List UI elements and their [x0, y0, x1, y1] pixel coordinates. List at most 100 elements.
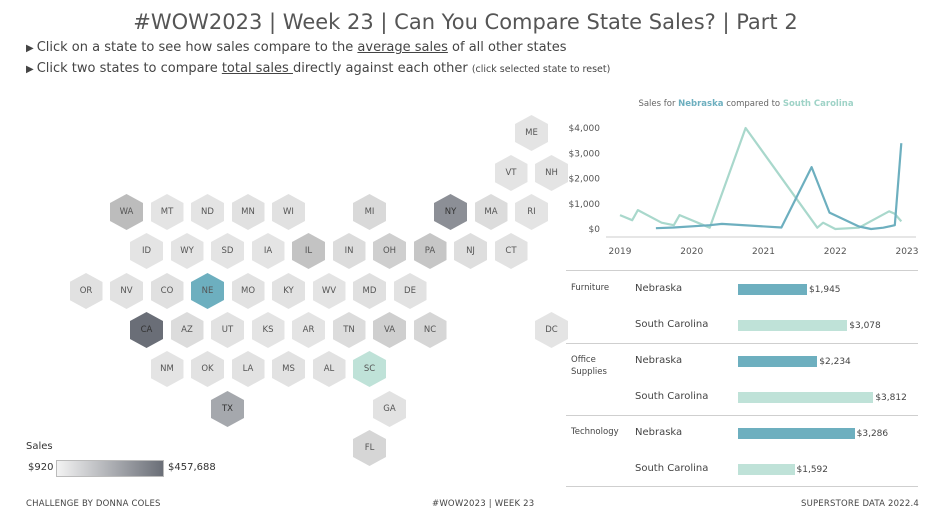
x-tick-label: 2021 [752, 247, 775, 257]
state-hex-va[interactable]: VA [373, 312, 406, 348]
bar-value-label: $3,286 [856, 429, 889, 439]
state-hex-wi[interactable]: WI [272, 194, 305, 230]
state-hex-ct[interactable]: CT [494, 233, 528, 269]
state-hex-ut[interactable]: UT [211, 312, 244, 348]
instruction-1-text: Click on a state to see how sales compar… [36, 40, 358, 55]
play-arrow-icon: ▶ [26, 43, 34, 54]
state-hex-ar[interactable]: AR [292, 312, 325, 348]
state-hex-ri[interactable]: RI [515, 194, 548, 230]
state-hex-or[interactable]: OR [69, 273, 103, 309]
state-hex-in[interactable]: IN [332, 233, 366, 269]
state-hex-ms[interactable]: MS [272, 351, 305, 387]
state-hex-al[interactable]: AL [312, 351, 346, 387]
state-hex-nh[interactable]: NH [535, 155, 568, 191]
divider [566, 270, 918, 271]
state-hex-wa[interactable]: WA [110, 194, 143, 230]
state-hex-sd[interactable]: SD [211, 233, 244, 269]
state-hex-ks[interactable]: KS [251, 312, 285, 348]
state-hex-ia[interactable]: IA [251, 233, 285, 269]
category-label: Furniture [571, 283, 610, 293]
state-hex-ky[interactable]: KY [272, 273, 305, 309]
legend-title: Sales [26, 441, 53, 452]
state-hex-co[interactable]: CO [150, 273, 184, 309]
total-sales-link: total sales [221, 61, 293, 76]
reset-note: (click selected state to reset) [471, 64, 611, 75]
state-hex-wv[interactable]: WV [312, 273, 346, 309]
state-hex-md[interactable]: MD [353, 273, 386, 309]
state-hex-oh[interactable]: OH [373, 233, 406, 269]
state-label: South Carolina [635, 319, 709, 330]
state-label: Nebraska [635, 355, 683, 366]
bar-nebraska[interactable] [738, 356, 818, 367]
state-hex-mt[interactable]: MT [150, 194, 184, 230]
state-hex-nc[interactable]: NC [413, 312, 447, 348]
state-hex-sc[interactable]: SC [353, 351, 386, 387]
state-hex-tn[interactable]: TN [332, 312, 366, 348]
x-tick-label: 2022 [824, 247, 847, 257]
instruction-line-1: ▶ Click on a state to see how sales compa… [26, 40, 567, 55]
divider [566, 415, 918, 416]
legend-min: $920 [28, 462, 54, 473]
state-hex-mi[interactable]: MI [353, 194, 386, 230]
state-hex-mo[interactable]: MO [231, 273, 265, 309]
bar-south-carolina[interactable] [738, 464, 795, 475]
series-line-south-carolina[interactable] [619, 126, 903, 231]
series-line-nebraska[interactable] [655, 143, 903, 231]
state-label: South Carolina [635, 391, 709, 402]
state-hex-de[interactable]: DE [393, 273, 427, 309]
page-title: #WOW2023 | Week 23 | Can You Compare Sta… [133, 10, 798, 34]
state-hex-ga[interactable]: GA [373, 391, 406, 427]
sales-color-legend [56, 460, 164, 477]
divider [566, 486, 918, 487]
state-hex-id[interactable]: ID [130, 233, 163, 269]
state-hex-ma[interactable]: MA [474, 194, 508, 230]
state-hex-ok[interactable]: OK [191, 351, 224, 387]
y-tick-label: $0 [589, 225, 601, 235]
category-label: Office Supplies [571, 355, 607, 377]
state-label: Nebraska [635, 283, 683, 294]
bar-nebraska[interactable] [738, 428, 855, 439]
state-label: Nebraska [635, 427, 683, 438]
bar-south-carolina[interactable] [738, 392, 874, 403]
state-label: South Carolina [635, 463, 709, 474]
x-tick-label: 2020 [680, 247, 703, 257]
state-hex-me[interactable]: ME [515, 115, 548, 151]
state-hex-nd[interactable]: ND [191, 194, 224, 230]
state-hex-tx[interactable]: TX [211, 391, 244, 427]
bar-value-label: $1,592 [796, 465, 829, 475]
state-hex-vt[interactable]: VT [494, 155, 528, 191]
instruction-1-tail: of all other states [447, 40, 567, 55]
y-tick-label: $1,000 [569, 200, 601, 210]
state-hex-nm[interactable]: NM [150, 351, 184, 387]
divider [566, 343, 918, 344]
state-hex-ca[interactable]: CA [130, 312, 163, 348]
chart-title-state-a: Nebraska [678, 99, 724, 109]
legend-max: $457,688 [168, 462, 216, 473]
footer-credit: CHALLENGE BY DONNA COLES [26, 499, 161, 509]
state-hex-pa[interactable]: PA [413, 233, 447, 269]
chart-title-mid: compared to [723, 99, 783, 109]
state-hex-ne[interactable]: NE [191, 273, 224, 309]
bar-nebraska[interactable] [738, 284, 807, 295]
state-hex-la[interactable]: LA [231, 351, 265, 387]
category-label: Technology [571, 427, 619, 437]
instruction-2-text: Click two states to compare [36, 61, 222, 76]
state-hex-dc[interactable]: DC [535, 312, 568, 348]
state-hex-fl[interactable]: FL [353, 430, 386, 466]
state-hex-mn[interactable]: MN [231, 194, 265, 230]
chart-title-prefix: Sales for [638, 99, 679, 109]
state-hex-wy[interactable]: WY [170, 233, 204, 269]
chart-title-state-b: South Carolina [782, 99, 854, 109]
footer-tag: #WOW2023 | WEEK 23 [432, 499, 535, 509]
state-hex-ny[interactable]: NY [434, 194, 467, 230]
state-hex-nv[interactable]: NV [110, 273, 143, 309]
x-tick-label: 2023 [896, 247, 919, 257]
state-hex-il[interactable]: IL [292, 233, 325, 269]
y-tick-label: $4,000 [569, 124, 601, 134]
state-hex-nj[interactable]: NJ [454, 233, 487, 269]
bar-value-label: $3,812 [875, 393, 907, 403]
average-sales-link: average sales [357, 40, 448, 55]
state-hex-az[interactable]: AZ [170, 312, 204, 348]
bar-south-carolina[interactable] [738, 320, 848, 331]
